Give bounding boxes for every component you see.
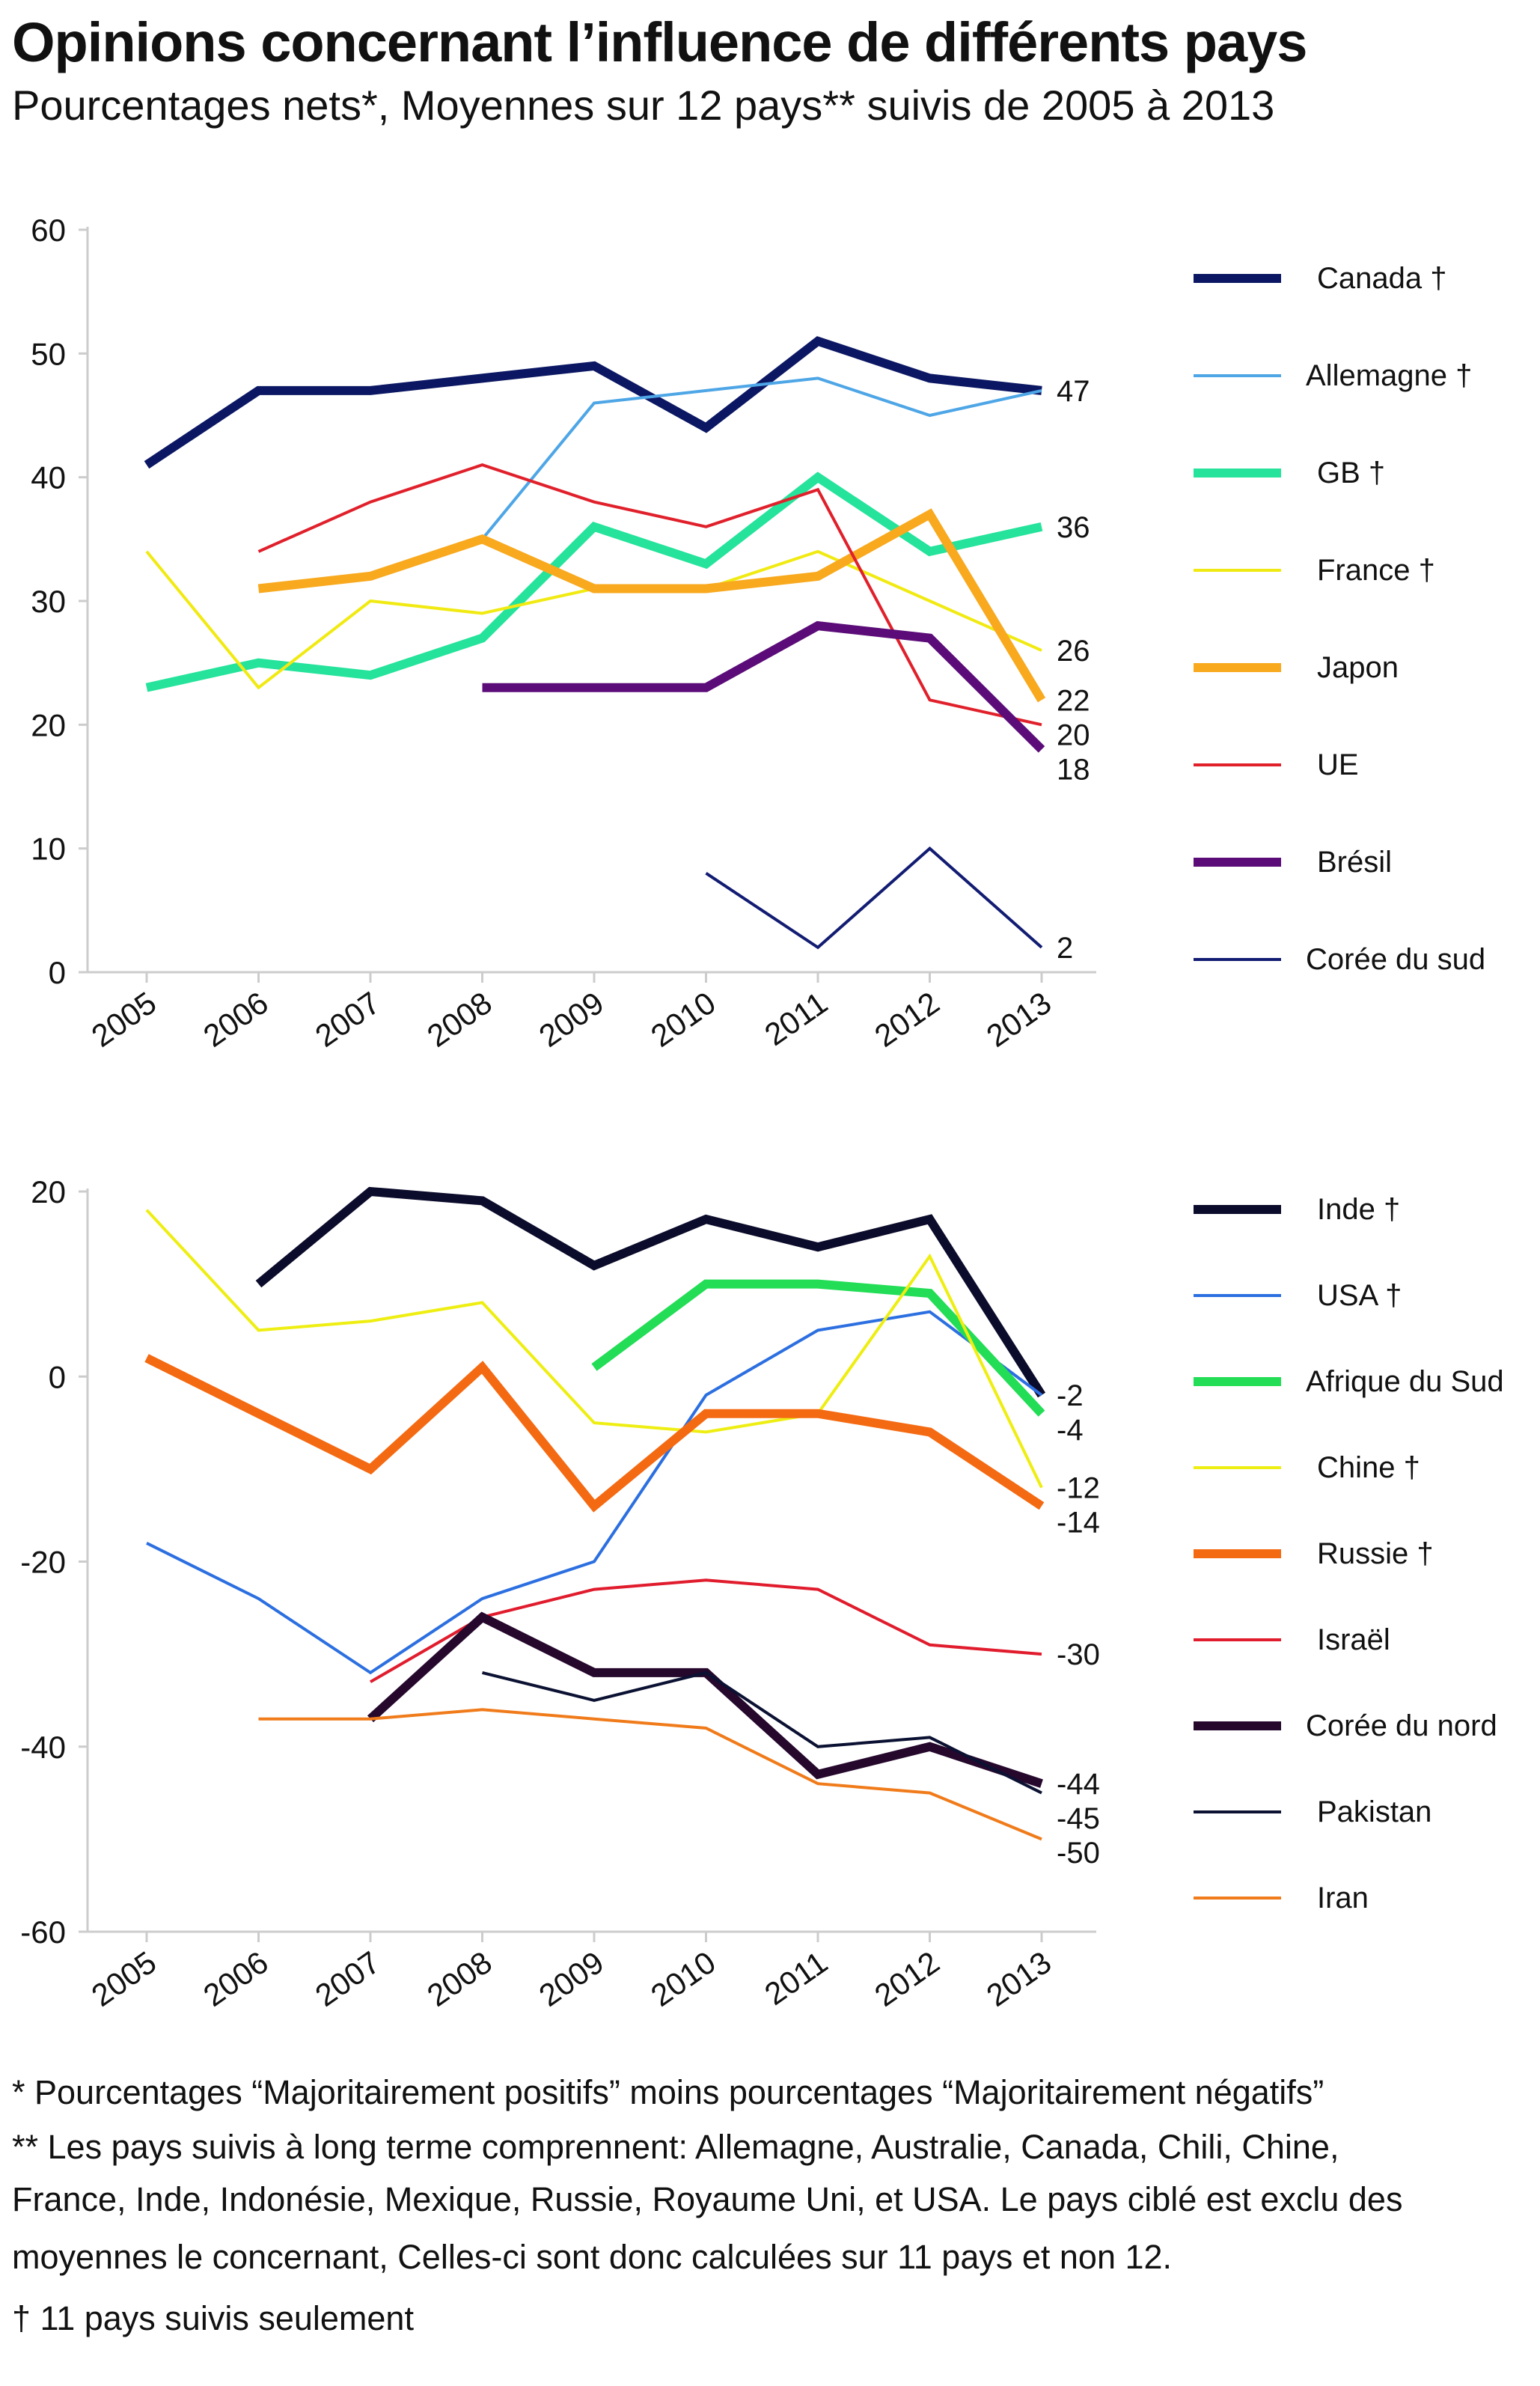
footnote-3: France, Inde, Indonésie, Mexique, Russie… [12, 2180, 1403, 2218]
end-value-label: -14 [1057, 1507, 1100, 1540]
series-line-pakistan [482, 1670, 1042, 1795]
x-tick-label: 2012 [868, 1944, 945, 2013]
end-value-label: -45 [1057, 1802, 1100, 1835]
legend-label: Allemagne † [1306, 359, 1472, 392]
x-tick-label: 2006 [197, 1944, 274, 2013]
y-tick-label: 0 [49, 955, 66, 990]
series-line-russie [144, 1354, 1045, 1513]
y-tick-label: 30 [31, 584, 66, 619]
chart-bottom: -60 -40 -20 0 20 2005 2006 2007 2008 2009 2010 2011… [20, 1174, 1504, 2013]
end-value-label: -12 [1057, 1472, 1100, 1505]
series-line-brésil [482, 620, 1045, 753]
y-tick-label: 40 [31, 460, 66, 495]
legend-label: GB † [1317, 457, 1385, 489]
footnote-1: * Pourcentages “Majoritairement positifs… [12, 2073, 1324, 2111]
legend-label: Afrique du Sud [1306, 1365, 1504, 1398]
legend-label: UE [1317, 748, 1359, 781]
legend-label: Inde † [1317, 1193, 1400, 1226]
y-tick-label: 0 [49, 1359, 66, 1394]
end-value-label: -50 [1057, 1837, 1100, 1870]
end-value-label: 26 [1057, 635, 1090, 668]
series-line-corée-du-nord [367, 1611, 1043, 1788]
x-tick-label: 2007 [309, 1944, 386, 2013]
footnote-5: † 11 pays suivis seulement [12, 2299, 414, 2337]
footnote-4: moyennes le concernant, Celles-ci sont d… [12, 2238, 1173, 2276]
legend-label: Iran [1317, 1882, 1369, 1914]
end-value-label: 36 [1057, 511, 1090, 544]
x-tick-label: 2011 [758, 1944, 834, 2012]
series-line-iran [258, 1708, 1042, 1841]
legend-label: Japon [1317, 651, 1399, 684]
legend-label: Brésil [1317, 846, 1392, 879]
series-line-japon [257, 508, 1046, 703]
end-value-label: -4 [1057, 1414, 1084, 1447]
y-tick-label: 50 [31, 336, 66, 371]
y-tick-label: -20 [20, 1545, 66, 1580]
end-value-label: 22 [1057, 684, 1090, 717]
legend-label: USA † [1317, 1279, 1402, 1312]
legend-label: Corée du nord [1306, 1709, 1497, 1742]
x-tick-label: 2013 [980, 1944, 1057, 2013]
end-value-label: 47 [1057, 375, 1090, 408]
end-value-label: -44 [1057, 1768, 1100, 1801]
end-value-label: 18 [1057, 753, 1090, 786]
series-line-allemagne [480, 376, 1042, 540]
x-tick-label: 2010 [644, 1944, 721, 2013]
series-line-ue [257, 463, 1042, 727]
chart-subtitle: Pourcentages nets*, Moyennes sur 12 pays… [12, 82, 1275, 129]
x-tick-label: 2009 [533, 1944, 610, 2013]
y-tick-label: -40 [20, 1730, 66, 1765]
y-tick-label: 10 [31, 832, 66, 867]
legend-label: Corée du sud [1306, 943, 1485, 976]
legend-label: Pakistan [1317, 1795, 1431, 1828]
end-value-label: -30 [1057, 1638, 1100, 1671]
series-line-chine [145, 1209, 1043, 1489]
y-tick-label: 20 [31, 1174, 66, 1209]
end-value-label: -2 [1057, 1379, 1084, 1412]
series-line-usa [146, 1310, 1043, 1675]
legend-label: Israël [1317, 1623, 1390, 1656]
legend-label: Canada † [1317, 262, 1446, 295]
x-tick-label: 2005 [85, 1944, 162, 2013]
series-line-inde [255, 1186, 1046, 1398]
series-line-gb [145, 472, 1043, 692]
legend-label: Russie † [1317, 1537, 1434, 1570]
end-value-label: 2 [1057, 932, 1073, 965]
y-tick-label: 20 [31, 707, 66, 742]
y-tick-label: -60 [20, 1914, 66, 1950]
chart-title: Opinions concernant l’influence de diffé… [12, 11, 1307, 73]
legend-label: France † [1317, 554, 1435, 587]
end-value-label: 20 [1057, 718, 1090, 751]
y-tick-label: 60 [31, 213, 66, 248]
x-tick-label: 2008 [421, 1944, 498, 2013]
legend-label: Chine † [1317, 1451, 1420, 1484]
series-line-corée-du-sud [705, 846, 1043, 950]
series-line-canada [144, 336, 1042, 469]
footnote-2: ** Les pays suivis à long terme comprenn… [12, 2128, 1339, 2166]
